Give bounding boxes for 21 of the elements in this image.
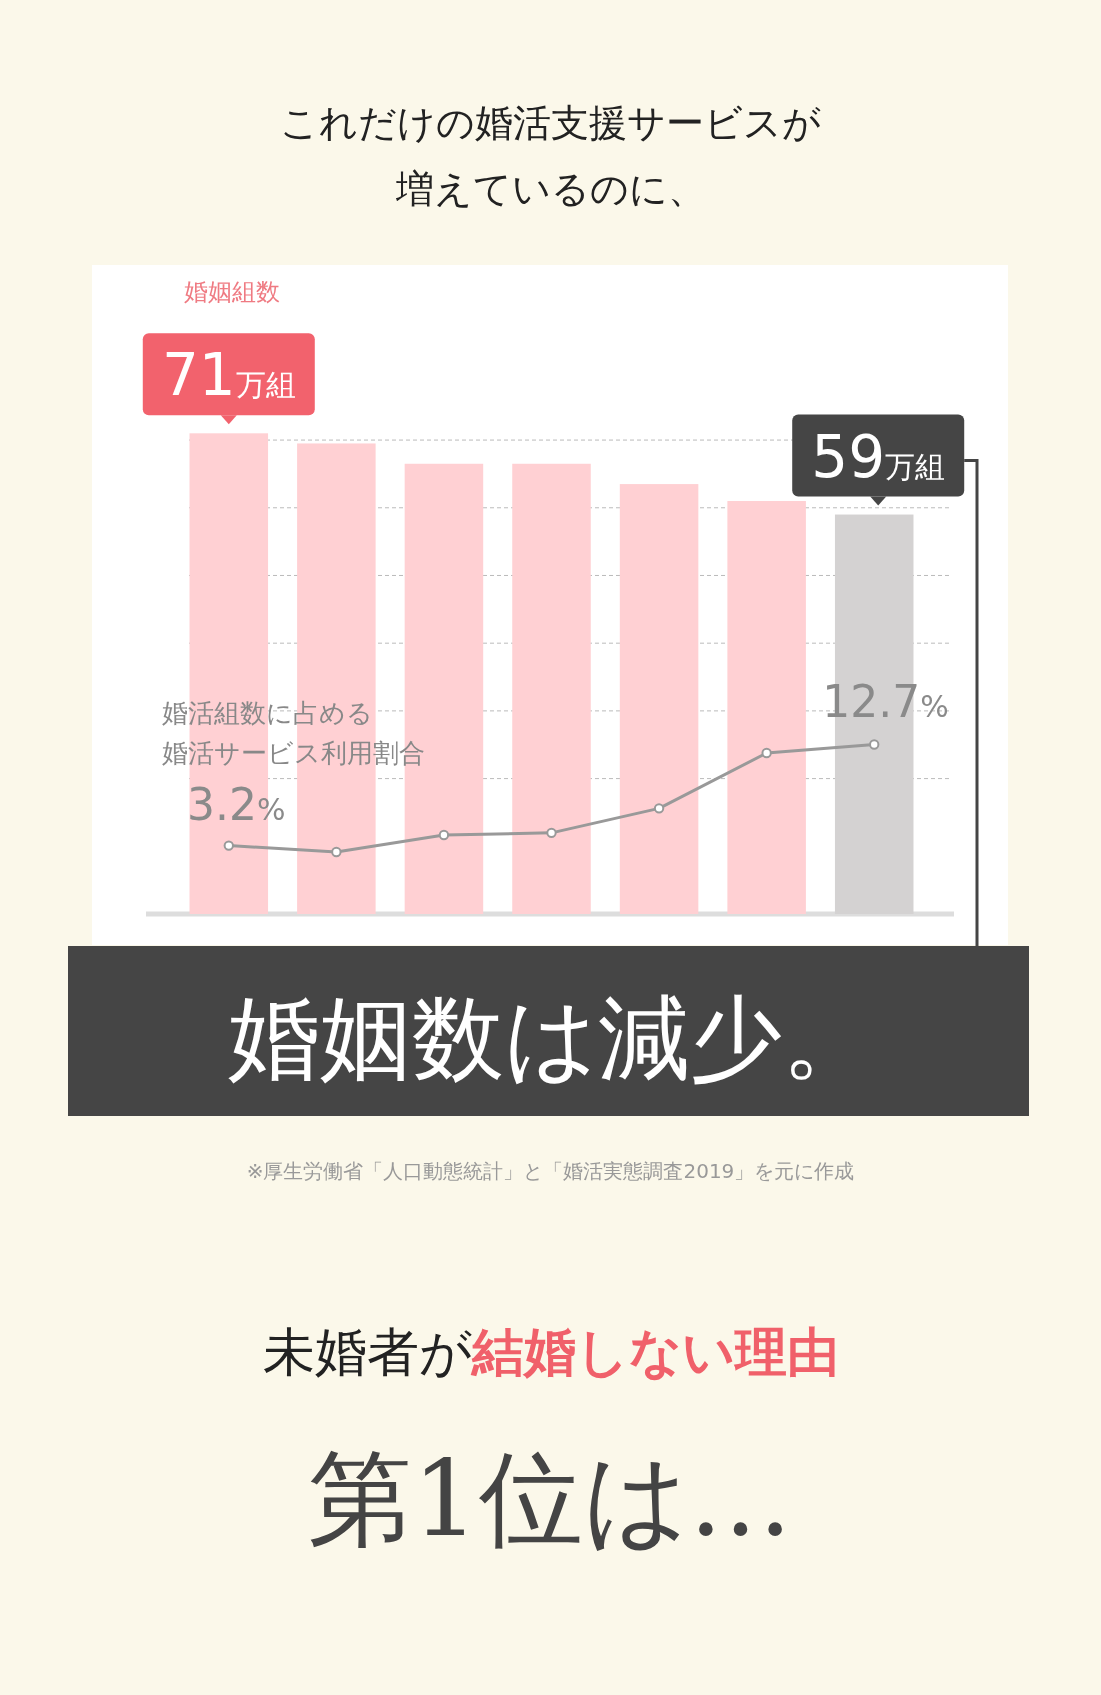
text: ※厚生労働省「人口動態統計」と「婚活実態調査2019」を元に作成	[246, 1159, 855, 1183]
text: 未婚者が	[262, 1322, 472, 1382]
bar	[619, 484, 699, 914]
point	[761, 747, 772, 759]
point	[869, 739, 880, 750]
point	[438, 829, 450, 841]
chart-title: これだけの婚活支援サービスが増えているのに、	[280, 101, 821, 211]
text: 第1位は…	[308, 1438, 793, 1560]
point	[331, 846, 342, 858]
point	[223, 840, 234, 851]
data-label: 71万組	[161, 341, 296, 410]
point	[653, 803, 665, 814]
data-label: 59万組	[811, 422, 946, 491]
data-label: 3.2%	[187, 778, 286, 830]
bar	[512, 463, 591, 914]
text: 婚姻組数	[183, 278, 280, 306]
data-label: 12.7%	[822, 675, 949, 727]
point	[546, 827, 557, 839]
bar	[727, 501, 806, 914]
text: 婚姻数は減少。	[227, 985, 874, 1092]
text: 婚活組数に占める婚活サービス利用割合	[162, 698, 425, 768]
